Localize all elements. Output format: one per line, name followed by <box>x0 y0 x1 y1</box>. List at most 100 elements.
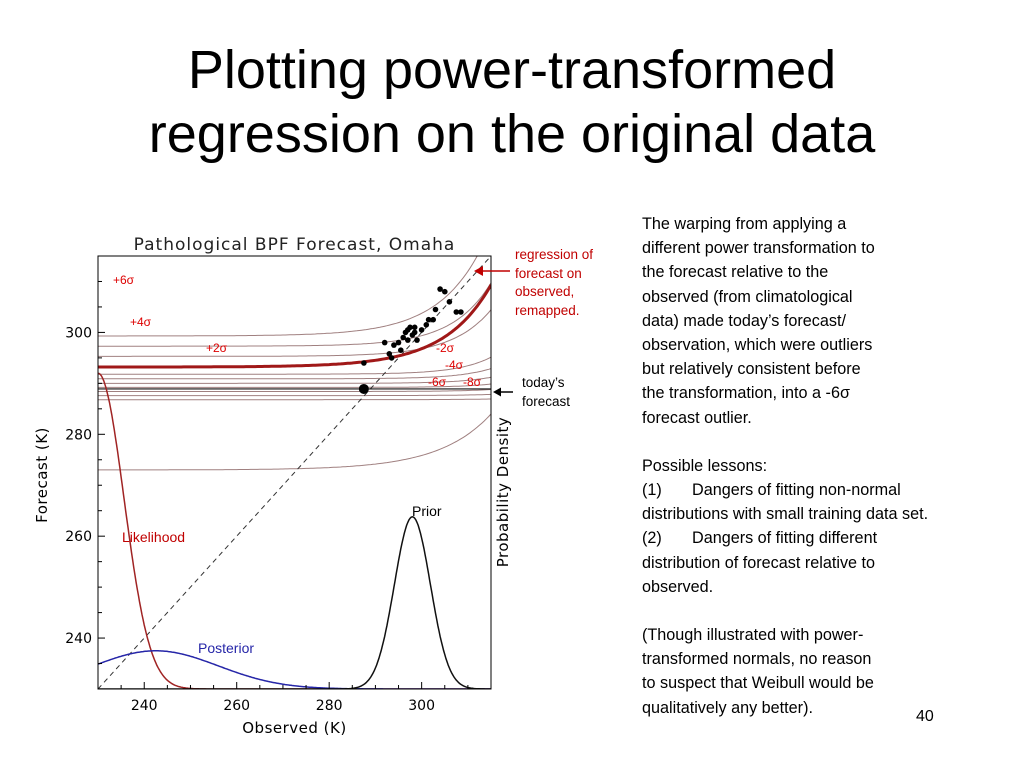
sigma-label: -2σ <box>436 341 455 355</box>
plot-frame <box>97 255 492 690</box>
explanation-line: but relatively consistent before <box>642 360 861 379</box>
quantile-curve <box>98 413 491 471</box>
quantile-curve <box>98 309 491 357</box>
explanation-line: data) made today’s forecast/ <box>642 311 846 330</box>
lesson-1-line-2: distributions with small training data s… <box>642 505 929 524</box>
regression-annotation-line: observed, <box>515 284 575 299</box>
quantile-curve <box>98 256 478 337</box>
training-point <box>437 286 443 292</box>
quantile-curve <box>98 389 491 392</box>
training-point <box>411 329 418 336</box>
slide-title: Plotting power-transformed regression on… <box>0 38 1024 166</box>
lessons-heading: Possible lessons: <box>642 456 768 475</box>
x-tick-label: 240 <box>131 698 158 714</box>
quantile-curve <box>98 383 491 388</box>
x-tick-label: 260 <box>223 698 250 714</box>
note-line: qualitatively any better). <box>642 698 813 717</box>
one-to-one-line <box>98 256 491 689</box>
lesson-1-number: (1) <box>642 481 662 500</box>
lesson-2-number: (2) <box>642 529 662 548</box>
posterior-label: Posterior <box>198 640 254 656</box>
note-line: to suspect that Weibull would be <box>642 674 874 693</box>
training-point <box>442 288 448 295</box>
explanation-line: observation, which were outliers <box>642 336 873 355</box>
training-point <box>458 309 464 315</box>
chart-title: Pathological BPF Forecast, Omaha <box>134 235 456 255</box>
training-point <box>388 355 395 361</box>
todays-forecast-arrow-icon <box>493 387 501 397</box>
training-point <box>432 306 439 313</box>
training-point <box>430 316 437 323</box>
y-tick-label: 240 <box>65 631 92 647</box>
prior-curve <box>98 516 491 689</box>
explanation-line: forecast outlier. <box>642 408 752 427</box>
slide-title-line-1: Plotting power-transformed <box>187 40 837 100</box>
quantile-curve <box>98 282 491 347</box>
training-point <box>418 327 425 333</box>
y-tick-label: 300 <box>65 325 92 341</box>
posterior-curve <box>98 650 491 689</box>
explanation-line: the forecast relative to the <box>642 263 829 282</box>
regression-curve <box>98 284 491 369</box>
todays-forecast-annotation-line: today’s <box>522 375 565 390</box>
quantile-curve <box>98 393 491 397</box>
quantile-curve <box>98 356 491 375</box>
explanation-line: different power transformation to <box>642 239 875 258</box>
sigma-label: +6σ <box>113 273 135 287</box>
note-line: (Though illustrated with power- <box>642 626 864 645</box>
training-point <box>391 342 397 348</box>
todays-forecast-annotation: today’s forecast <box>522 374 570 411</box>
explanation-line: The warping from applying a <box>642 215 847 233</box>
quantile-curve <box>98 368 491 380</box>
y-tick-label: 260 <box>65 529 92 545</box>
training-point <box>414 337 420 343</box>
slide-title-line-2: regression on the original data <box>148 104 876 164</box>
training-point <box>381 339 388 346</box>
regression-arrow-icon <box>474 266 483 276</box>
lesson-2-line-3: observed. <box>642 577 714 596</box>
lesson-2-line-2: distribution of forecast relative to <box>642 553 876 572</box>
quantile-curve <box>98 376 491 384</box>
training-point <box>453 309 460 315</box>
sigma-label: -8σ <box>463 375 482 389</box>
x-tick-label: 280 <box>316 698 343 714</box>
sigma-label: -6σ <box>428 375 447 389</box>
lesson-2: (2) Dangers of fitting different <box>642 526 1012 550</box>
prior-label: Prior <box>412 503 442 519</box>
y-axis-label: Forecast (K) <box>33 427 51 523</box>
right-axis-label: Probability Density <box>494 417 512 568</box>
explanation-line: observed (from climatological <box>642 287 853 306</box>
lesson-1: (1) Dangers of fitting non-normal <box>642 478 1012 502</box>
likelihood-curve <box>98 372 491 689</box>
lesson-2-line-1: Dangers of fitting different <box>692 529 878 548</box>
training-point <box>407 324 413 331</box>
training-point <box>411 324 418 331</box>
training-point <box>400 334 407 341</box>
training-point <box>405 337 411 343</box>
todays-forecast-point <box>358 383 369 394</box>
todays-forecast-annotation-line: forecast <box>522 393 571 409</box>
page-number: 40 <box>916 708 934 725</box>
note-line: transformed normals, no reason <box>642 650 872 669</box>
regression-annotation-line: remapped. <box>515 302 580 318</box>
training-point <box>361 360 367 366</box>
training-point <box>395 339 402 346</box>
explanation-line: the transformation, into a -6σ <box>642 384 850 403</box>
sigma-label: +4σ <box>130 315 152 329</box>
x-axis-label: Observed (K) <box>242 719 346 737</box>
regression-annotation-line: regression of <box>515 247 594 262</box>
sigma-label: -4σ <box>445 358 464 372</box>
sigma-label: +2σ <box>206 341 228 355</box>
explanation-text: The warping from applying a different po… <box>642 212 1012 720</box>
y-tick-label: 280 <box>65 427 92 443</box>
training-point <box>398 347 404 354</box>
likelihood-label: Likelihood <box>122 529 185 545</box>
x-tick-label: 300 <box>408 698 435 714</box>
quantile-curve <box>98 398 491 401</box>
regression-annotation: regression of forecast on observed, rema… <box>515 246 593 320</box>
training-point <box>425 316 432 323</box>
training-point <box>386 351 393 357</box>
training-point <box>446 299 453 305</box>
lesson-1-line-1: Dangers of fitting non-normal <box>692 481 901 500</box>
